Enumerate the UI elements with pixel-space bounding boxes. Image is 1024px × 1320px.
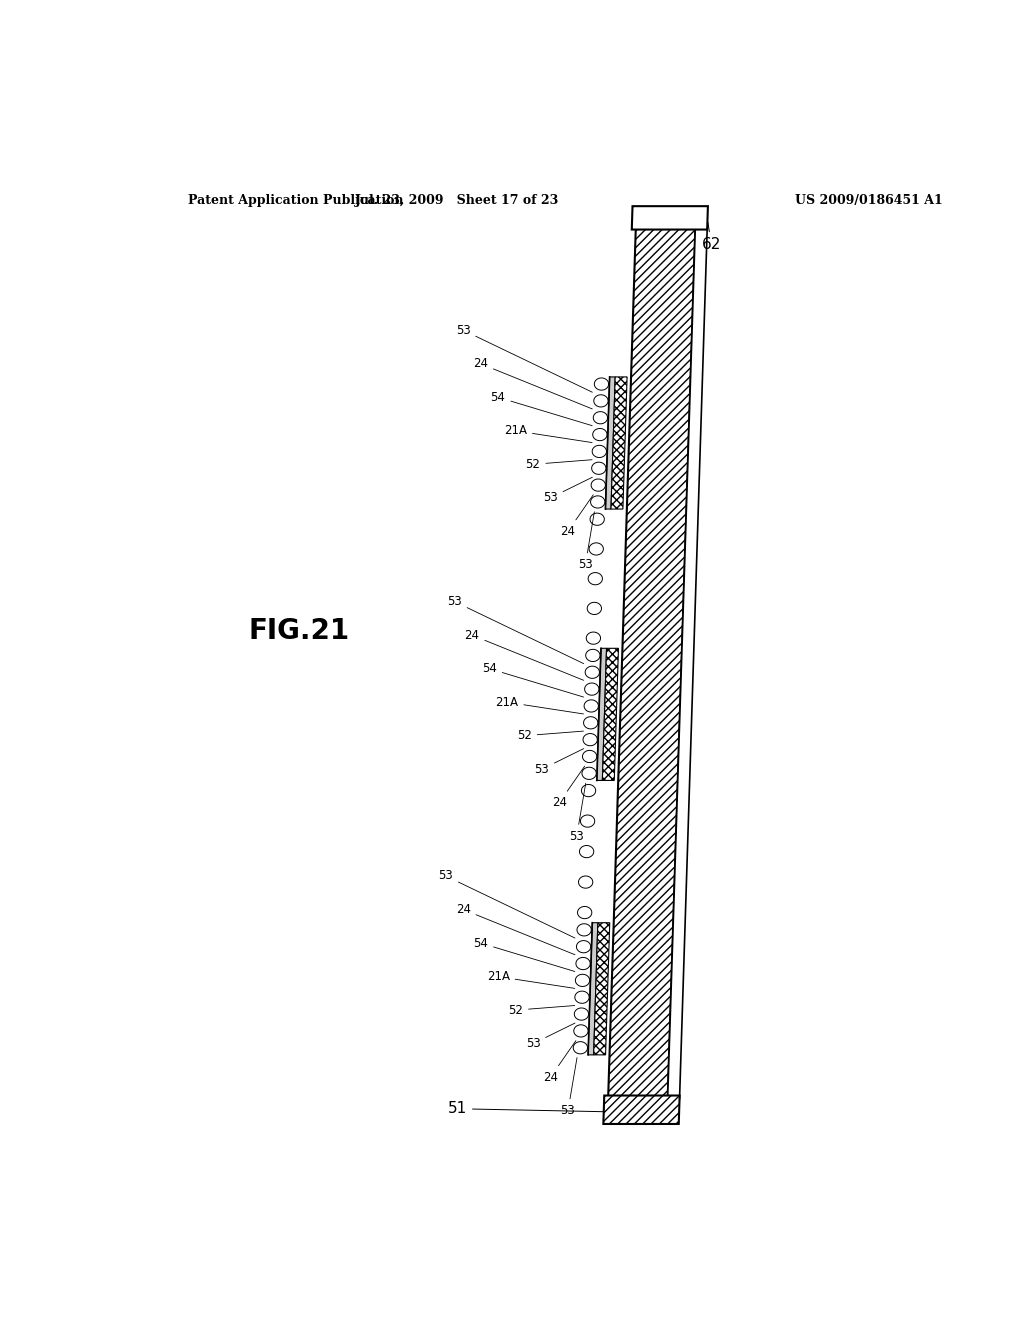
Polygon shape <box>574 991 589 1003</box>
Text: 24: 24 <box>473 358 592 409</box>
Polygon shape <box>597 648 606 780</box>
Polygon shape <box>583 750 597 763</box>
Polygon shape <box>594 378 608 391</box>
Polygon shape <box>594 395 608 407</box>
Text: 53: 53 <box>560 1057 578 1117</box>
Polygon shape <box>573 1041 588 1053</box>
Polygon shape <box>582 767 596 779</box>
Polygon shape <box>605 378 615 510</box>
Polygon shape <box>586 649 600 661</box>
Polygon shape <box>577 924 591 936</box>
Text: 54: 54 <box>482 663 584 697</box>
Text: 24: 24 <box>456 903 574 954</box>
Text: 54: 54 <box>473 937 574 972</box>
Polygon shape <box>585 682 599 696</box>
Polygon shape <box>590 513 604 525</box>
Polygon shape <box>574 1008 589 1020</box>
Text: US 2009/0186451 A1: US 2009/0186451 A1 <box>795 194 942 207</box>
Polygon shape <box>577 941 591 953</box>
Polygon shape <box>579 876 593 888</box>
Text: 24: 24 <box>552 766 585 809</box>
Text: 52: 52 <box>508 1003 574 1016</box>
Polygon shape <box>588 573 602 585</box>
Text: 24: 24 <box>465 628 584 680</box>
Polygon shape <box>573 1024 588 1038</box>
Polygon shape <box>593 429 607 441</box>
Polygon shape <box>587 632 600 644</box>
Polygon shape <box>611 378 627 510</box>
Polygon shape <box>591 496 605 508</box>
Polygon shape <box>581 814 595 828</box>
Text: 53: 53 <box>447 595 584 664</box>
Text: 24: 24 <box>560 495 593 539</box>
Polygon shape <box>584 717 598 729</box>
Text: 53: 53 <box>535 748 584 776</box>
Text: 21A: 21A <box>504 424 592 442</box>
Text: 21A: 21A <box>496 696 584 714</box>
Polygon shape <box>593 412 607 424</box>
Polygon shape <box>585 667 599 678</box>
Polygon shape <box>668 224 708 1098</box>
Polygon shape <box>602 648 618 780</box>
Polygon shape <box>591 479 605 491</box>
Text: 51: 51 <box>447 1101 605 1117</box>
Text: Patent Application Publication: Patent Application Publication <box>187 194 403 207</box>
Polygon shape <box>582 784 596 797</box>
Text: 52: 52 <box>525 458 592 471</box>
Polygon shape <box>588 923 598 1055</box>
Polygon shape <box>575 974 590 986</box>
Text: 53: 53 <box>569 783 586 843</box>
Text: 53: 53 <box>438 870 575 939</box>
Text: 53: 53 <box>578 512 594 572</box>
Text: 62: 62 <box>701 222 721 252</box>
Text: 21A: 21A <box>486 970 574 989</box>
Polygon shape <box>592 445 606 458</box>
Polygon shape <box>580 846 594 858</box>
Polygon shape <box>592 462 606 474</box>
Polygon shape <box>578 907 592 919</box>
Text: 54: 54 <box>490 391 592 425</box>
Text: 53: 53 <box>543 478 592 504</box>
Polygon shape <box>608 224 695 1098</box>
Text: 53: 53 <box>456 323 592 392</box>
Text: 52: 52 <box>517 729 584 742</box>
Polygon shape <box>575 957 590 970</box>
Polygon shape <box>594 923 609 1055</box>
Polygon shape <box>589 543 603 554</box>
Text: 53: 53 <box>525 1023 575 1051</box>
Polygon shape <box>584 700 598 711</box>
Text: Jul. 23, 2009   Sheet 17 of 23: Jul. 23, 2009 Sheet 17 of 23 <box>355 194 559 207</box>
Polygon shape <box>583 734 597 746</box>
Text: FIG.21: FIG.21 <box>248 616 349 645</box>
Polygon shape <box>603 1096 680 1125</box>
Text: 24: 24 <box>543 1040 575 1084</box>
Polygon shape <box>587 602 601 615</box>
Polygon shape <box>632 206 708 230</box>
